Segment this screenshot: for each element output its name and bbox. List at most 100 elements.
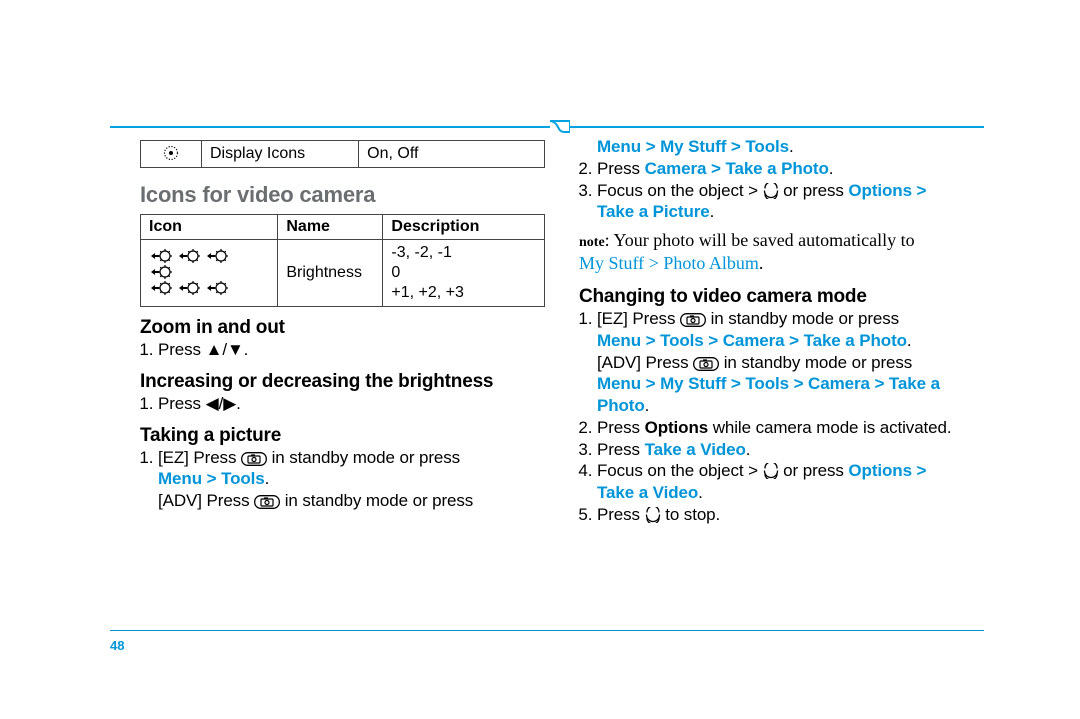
th-name: Name [278, 215, 383, 240]
c2b: while camera mode is activated. [708, 418, 951, 437]
r3gt: > [912, 181, 926, 200]
r3opt: Options [848, 181, 912, 200]
right-step-3: Focus on the object > or press Options >… [597, 180, 984, 224]
c3tv: Take a Video [645, 440, 746, 459]
ok-swirl-icon [763, 183, 779, 199]
zoom-s1a: Press [158, 340, 206, 359]
r2dot: . [829, 159, 834, 178]
r2take: Take a Photo [725, 159, 828, 178]
change-step-4: Focus on the object > or press Options >… [597, 460, 984, 504]
c1agt1: > [641, 374, 660, 393]
c1aphoto: Photo [597, 396, 645, 415]
change-steps: [EZ] Press in standby mode or press Menu… [579, 308, 984, 526]
r3b: or press [783, 181, 848, 200]
bri-s1c: . [236, 394, 241, 413]
note-gt: > [644, 253, 663, 273]
note-block: note: Your photo will be saved automatic… [579, 229, 984, 274]
zoom-steps: Press ▲/▼. [140, 339, 545, 361]
c1atools: Tools [745, 374, 789, 393]
c4dot: . [698, 483, 703, 502]
c4gt: > [912, 461, 926, 480]
taking-steps: [EZ] Press in standby mode or press Menu… [140, 447, 545, 512]
change-title: Changing to video camera mode [579, 286, 984, 308]
right-continuation: Menu > My Stuff > Tools. [579, 136, 984, 158]
display-icons-table: Display Icons On, Off [140, 140, 545, 168]
note-a: Your photo will be saved automatically t… [614, 230, 915, 250]
bri-s1a: Press [158, 394, 206, 413]
c1tools: Tools [660, 331, 704, 350]
zoom-step-1: Press ▲/▼. [158, 339, 545, 361]
change-step-1: [EZ] Press in standby mode or press Menu… [597, 308, 984, 417]
icons-section-title: Icons for video camera [140, 182, 545, 208]
c2a: Press [597, 418, 645, 437]
right-steps-cont: Press Camera > Take a Photo. Focus on th… [579, 158, 984, 223]
display-icons-icon [162, 145, 180, 161]
r-gt1: > [641, 137, 660, 156]
desc-l2: 0 [391, 264, 400, 281]
top-rule [110, 125, 984, 130]
t-adva: [ADV] Press [158, 491, 254, 510]
c4tv: Take a Video [597, 483, 698, 502]
r-dot1: . [789, 137, 794, 156]
r3a: Focus on the object > [597, 181, 763, 200]
t-menu: Menu [158, 469, 202, 488]
th-desc: Description [383, 215, 545, 240]
c4opt: Options [848, 461, 912, 480]
c4b: or press [783, 461, 848, 480]
c4a: Focus on the object > [597, 461, 763, 480]
change-step-2: Press Options while camera mode is activ… [597, 417, 984, 439]
zoom-s1c: . [244, 340, 249, 359]
r-tools: Tools [745, 137, 789, 156]
r3take: Take a Picture [597, 202, 710, 221]
r2a: Press [597, 159, 645, 178]
c1amenu: Menu [597, 374, 641, 393]
c1menu: Menu [597, 331, 641, 350]
note-ms: My Stuff [579, 253, 644, 273]
right-column: Menu > My Stuff > Tools. Press Camera > … [579, 132, 984, 639]
up-triangle-icon: ▲ [206, 339, 223, 361]
footer: 48 [110, 630, 984, 655]
c1dot: . [907, 331, 912, 350]
left-column: Display Icons On, Off Icons for video ca… [110, 132, 545, 639]
camera-button-icon-3 [680, 313, 706, 327]
down-triangle-icon: ▼ [227, 339, 244, 361]
ok-swirl-icon-2 [763, 463, 779, 479]
c5a: Press [597, 505, 645, 524]
change-step-3: Press Take a Video. [597, 439, 984, 461]
t-tools: Tools [221, 469, 265, 488]
taking-title: Taking a picture [140, 425, 545, 447]
note-pa: Photo Album [663, 253, 759, 273]
zoom-title: Zoom in and out [140, 317, 545, 339]
note-dot: . [759, 253, 764, 273]
r2gt: > [706, 159, 725, 178]
right-step-2: Press Camera > Take a Photo. [597, 158, 984, 180]
c1agt4: > [870, 374, 889, 393]
t-s1b: in standby mode or press [272, 448, 460, 467]
c1gt3: > [785, 331, 804, 350]
c1atake: Take a [889, 374, 940, 393]
brightness-steps: Press ◀/▶. [140, 393, 545, 415]
video-icons-table: Icon Name Description [140, 214, 545, 307]
display-icons-icon-cell [141, 141, 202, 168]
left-triangle-icon: ◀ [206, 393, 219, 415]
c1adva: [ADV] Press [597, 353, 693, 372]
brightness-step-1: Press ◀/▶. [158, 393, 545, 415]
desc-l3: +1, +2, +3 [391, 284, 464, 301]
note-colon: : [605, 230, 614, 250]
camera-button-icon [241, 452, 267, 466]
ok-swirl-icon-3 [645, 507, 661, 523]
brightness-name-cell: Brightness [278, 240, 383, 307]
display-icons-desc-cell: On, Off [359, 141, 545, 168]
note-lead: note [579, 235, 605, 250]
c1take: Take a Photo [804, 331, 907, 350]
camera-button-icon-4 [693, 357, 719, 371]
brightness-icons-cell [141, 240, 278, 307]
c1b: in standby mode or press [711, 309, 899, 328]
r-gt2: > [726, 137, 745, 156]
t-gt1: > [202, 469, 221, 488]
r-mystuff: My Stuff [660, 137, 726, 156]
c1gt2: > [704, 331, 723, 350]
brightness-title: Increasing or decreasing the brightness [140, 371, 545, 393]
t-advb: in standby mode or press [285, 491, 473, 510]
c1ams: My Stuff [660, 374, 726, 393]
